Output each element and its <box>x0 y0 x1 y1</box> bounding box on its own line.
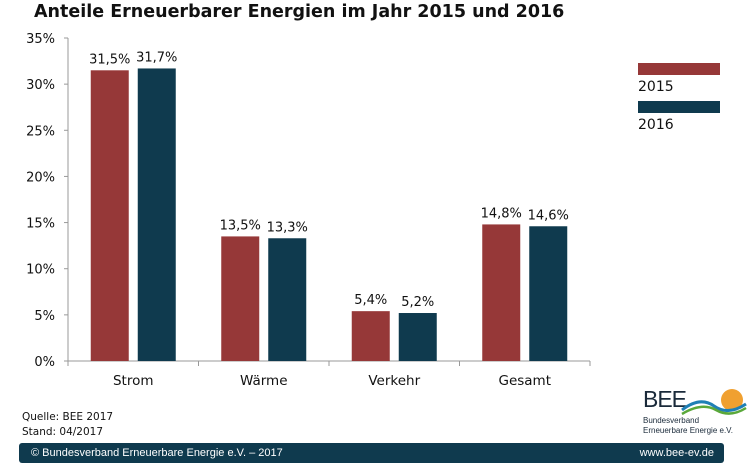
category-label: Gesamt <box>498 373 551 389</box>
data-label: 5,2% <box>401 295 434 310</box>
data-label: 5,4% <box>354 293 387 308</box>
y-tick-label: 10% <box>26 263 55 278</box>
legend-label-2015: 2015 <box>638 79 674 95</box>
data-label: 14,8% <box>481 206 522 221</box>
y-tick-label: 0% <box>34 355 55 370</box>
y-axis-ticks: 0% 5% 10% 15% 20% 25% 30% 35% <box>26 32 68 370</box>
footer-copyright: © Bundesverband Erneuerbare Energie e.V.… <box>31 447 283 459</box>
data-label: 31,5% <box>89 52 130 67</box>
logo-sun-wave-icon <box>681 389 747 416</box>
legend-label-2016: 2016 <box>638 117 674 133</box>
data-label: 13,3% <box>267 220 308 235</box>
data-label: 13,5% <box>220 218 261 233</box>
legend-swatch-2016 <box>638 101 720 113</box>
source-quelle: Quelle: BEE 2017 <box>22 411 114 423</box>
footer-bar: © Bundesverband Erneuerbare Energie e.V.… <box>19 443 724 463</box>
y-tick-label: 20% <box>26 170 55 185</box>
bar-2016-gesamt <box>529 226 568 361</box>
source-note: Quelle: BEE 2017 Stand: 04/2017 <box>22 410 113 440</box>
y-tick-label: 35% <box>26 32 55 47</box>
bar-2015-verkehr <box>351 311 390 361</box>
source-stand: Stand: 04/2017 <box>22 426 104 438</box>
footer-website-link[interactable]: www.bee-ev.de <box>639 447 714 459</box>
category-labels: Strom Wärme Verkehr Gesamt <box>113 373 551 389</box>
y-tick-label: 15% <box>26 217 55 232</box>
bar-chart: 0% 5% 10% 15% 20% 25% 30% 35% 31,5% 31,7% 13,5% 13… <box>26 32 591 389</box>
y-tick-label: 5% <box>34 309 55 324</box>
bar-2015-strom <box>90 70 129 362</box>
bar-2016-wärme <box>268 238 307 361</box>
chart-title: Anteile Erneuerbarer Energien im Jahr 20… <box>34 2 565 22</box>
category-label: Strom <box>113 373 154 389</box>
category-label: Wärme <box>240 373 288 389</box>
bar-2015-wärme <box>221 236 260 361</box>
data-label: 14,6% <box>528 208 569 223</box>
bar-2016-verkehr <box>398 313 437 361</box>
data-labels: 31,5% 31,7% 13,5% 13,3% 5,4% 5,2% 14,8% 14,6% <box>89 50 569 310</box>
y-tick-label: 30% <box>26 78 55 93</box>
legend-item-2016: 2016 <box>638 101 720 133</box>
legend-swatch-2015 <box>638 63 720 75</box>
data-label: 31,7% <box>136 50 177 65</box>
logo-subtitle: Bundesverband Erneuerbare Energie e.V. <box>643 416 733 435</box>
category-label: Verkehr <box>368 373 420 389</box>
bar-2015-gesamt <box>482 224 521 361</box>
y-tick-label: 25% <box>26 124 55 139</box>
bee-logo: BEE Bundesverband Erneuerbare Energie e.… <box>640 386 748 438</box>
legend-item-2015: 2015 <box>638 63 720 95</box>
bar-2016-strom <box>137 68 176 361</box>
logo-text: BEE <box>643 386 687 412</box>
bars <box>90 68 568 362</box>
